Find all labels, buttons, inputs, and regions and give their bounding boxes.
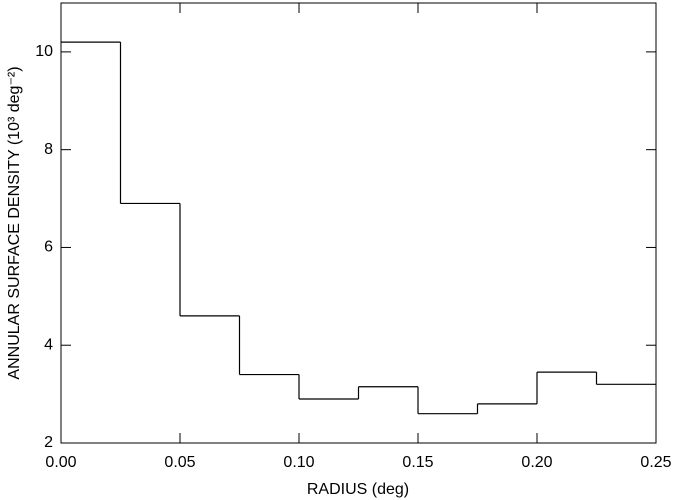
x-tick-label: 0.20: [521, 454, 552, 471]
x-tick-label: 0.15: [402, 454, 433, 471]
y-tick-label: 2: [44, 434, 53, 451]
x-tick-label: 0.25: [640, 454, 671, 471]
y-tick-label: 10: [35, 43, 53, 60]
plot-frame: [60, 2, 657, 444]
x-tick-label: 0.05: [164, 454, 195, 471]
y-tick-label: 4: [44, 336, 53, 353]
y-tick-label: 6: [44, 239, 53, 256]
x-tick-label: 0.00: [45, 454, 76, 471]
y-axis-label: ANNULAR SURFACE DENSITY (10³ deg⁻²): [6, 66, 23, 379]
x-tick-label: 0.10: [283, 454, 314, 471]
y-tick-label: 8: [44, 141, 53, 158]
x-axis-label: RADIUS (deg): [307, 481, 409, 498]
